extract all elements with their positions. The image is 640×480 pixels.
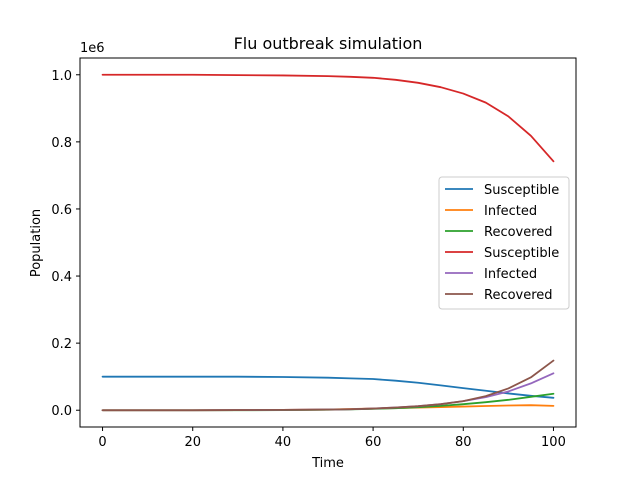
legend: Susceptible Infected Recovered Susceptible I…	[438, 176, 570, 310]
legend-label: Infected	[484, 204, 537, 219]
series-line-5	[101, 372, 555, 412]
y-offset-label: 1e6	[80, 41, 105, 56]
y-tick-label: 0.2	[51, 337, 72, 352]
y-tick-label: 0.8	[51, 136, 72, 151]
y-tick-label: 0.0	[51, 404, 72, 419]
y-axis-label: Population	[29, 209, 44, 277]
plot-frame	[79, 57, 577, 428]
legend-label: Recovered	[484, 225, 553, 240]
y-tick-label: 0.4	[51, 270, 72, 285]
x-axis-label: Time	[311, 456, 344, 471]
series-line-4	[101, 73, 555, 163]
x-tick-label: 40	[275, 435, 292, 450]
x-tick-label: 0	[98, 435, 106, 450]
x-tick-label: 60	[365, 435, 382, 450]
legend-label: Infected	[484, 267, 537, 282]
y-tick-label: 1.0	[51, 69, 72, 84]
y-tick-label: 0.6	[51, 203, 72, 218]
series-line-6	[101, 359, 555, 412]
legend-label: Recovered	[484, 288, 553, 303]
x-tick-label: 80	[455, 435, 472, 450]
legend-label: Susceptible	[484, 246, 559, 261]
x-tick-label: 100	[541, 435, 566, 450]
series-line-1	[101, 375, 555, 399]
chart-title: Flu outbreak simulation	[234, 34, 423, 53]
legend-label: Susceptible	[484, 183, 559, 198]
x-tick-label: 20	[184, 435, 201, 450]
